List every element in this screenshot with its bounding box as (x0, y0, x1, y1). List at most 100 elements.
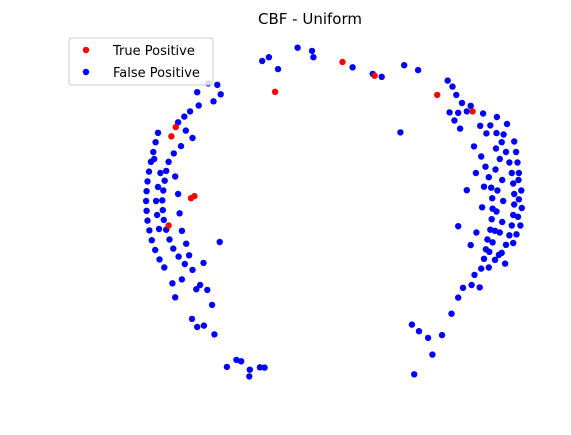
legend-marker-false-positive (82, 68, 90, 76)
point-true-positive (469, 108, 476, 115)
point-false-positive (482, 163, 489, 170)
point-false-positive (511, 201, 518, 208)
point-false-positive (506, 232, 513, 239)
point-false-positive (170, 245, 177, 252)
point-false-positive (493, 208, 500, 215)
point-false-positive (194, 323, 201, 331)
point-false-positive (500, 197, 507, 205)
point-false-positive (513, 231, 520, 238)
point-false-positive (310, 54, 317, 61)
point-false-positive (429, 351, 436, 358)
point-false-positive (499, 176, 506, 184)
point-false-positive (188, 315, 196, 323)
point-false-positive (512, 148, 520, 156)
point-false-positive (308, 47, 316, 55)
point-false-positive (161, 177, 168, 184)
point-false-positive (178, 227, 186, 234)
point-false-positive (455, 294, 462, 301)
point-false-positive (195, 102, 202, 109)
point-false-positive (477, 122, 484, 129)
point-false-positive (518, 187, 525, 194)
point-false-positive (484, 236, 491, 243)
point-false-positive (503, 120, 511, 128)
point-false-positive (261, 364, 268, 371)
point-false-positive (496, 155, 503, 163)
point-false-positive (174, 119, 182, 126)
point-false-positive (444, 77, 451, 84)
point-false-positive (397, 129, 404, 136)
point-false-positive (459, 284, 467, 291)
point-false-positive (172, 294, 179, 301)
point-false-positive (511, 190, 518, 198)
point-false-positive (174, 190, 182, 198)
point-false-positive (463, 108, 470, 115)
point-false-positive (160, 216, 167, 224)
point-false-positive (487, 122, 494, 129)
point-false-positive (479, 110, 487, 117)
point-false-positive (214, 81, 221, 89)
point-false-positive (181, 113, 188, 120)
point-false-positive (467, 241, 474, 249)
point-false-positive (146, 227, 153, 234)
point-false-positive (165, 158, 172, 165)
point-false-positive (491, 227, 499, 234)
point-false-positive (500, 131, 507, 138)
point-false-positive (488, 184, 495, 191)
point-false-positive (515, 176, 522, 184)
point-false-positive (501, 260, 509, 267)
point-false-positive (166, 236, 173, 243)
point-false-positive (471, 271, 478, 279)
point-false-positive (463, 187, 470, 194)
points-layer (142, 44, 525, 380)
point-true-positive (191, 192, 198, 200)
point-false-positive (294, 44, 301, 51)
point-false-positive (489, 239, 496, 246)
point-false-positive (170, 150, 177, 157)
point-false-positive (493, 129, 500, 137)
point-false-positive (478, 265, 485, 272)
point-true-positive (339, 58, 346, 66)
point-false-positive (492, 166, 499, 173)
point-false-positive (196, 281, 204, 289)
point-false-positive (414, 66, 422, 74)
point-false-positive (183, 240, 190, 247)
point-false-positive (499, 218, 506, 226)
point-false-positive (189, 134, 196, 142)
point-false-positive (510, 211, 517, 219)
point-false-positive (408, 321, 416, 328)
legend-frame (68, 37, 214, 86)
point-false-positive (143, 207, 150, 214)
point-false-positive (151, 155, 158, 163)
point-false-positive (498, 139, 505, 146)
point-false-positive (485, 264, 492, 271)
point-false-positive (217, 91, 224, 98)
chart-title: CBF - Uniform (258, 10, 362, 28)
point-false-positive (155, 225, 163, 233)
point-false-positive (493, 113, 501, 121)
point-false-positive (502, 148, 510, 156)
point-false-positive (502, 241, 510, 248)
point-false-positive (491, 256, 499, 263)
point-false-positive (480, 183, 488, 190)
point-false-positive (496, 229, 503, 236)
point-false-positive (200, 259, 207, 267)
point-false-positive (178, 276, 186, 283)
point-false-positive (246, 373, 253, 380)
point-false-positive (223, 363, 231, 371)
point-false-positive (486, 248, 493, 255)
point-false-positive (489, 195, 496, 202)
point-true-positive (172, 123, 179, 131)
point-false-positive (510, 239, 517, 247)
legend-label-false-positive: False Positive (113, 66, 200, 81)
point-false-positive (145, 168, 153, 175)
point-false-positive (176, 210, 183, 217)
point-false-positive (142, 197, 150, 205)
point-false-positive (438, 331, 446, 339)
point-false-positive (256, 364, 264, 371)
point-false-positive (161, 264, 168, 271)
point-false-positive (498, 249, 505, 256)
point-false-positive (182, 127, 189, 134)
point-false-positive (194, 89, 201, 96)
point-false-positive (446, 109, 453, 116)
